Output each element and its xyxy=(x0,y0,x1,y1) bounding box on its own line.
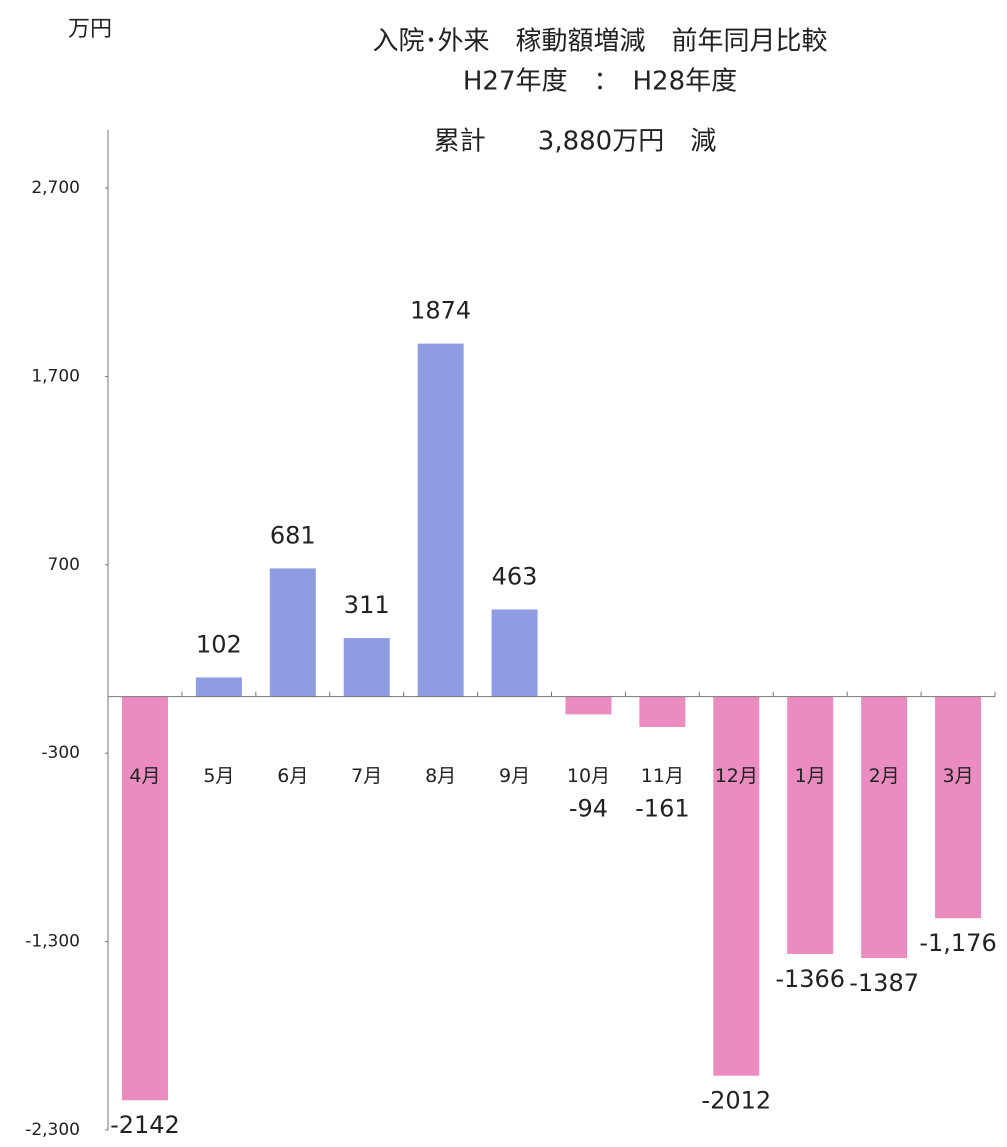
annotation: 累計 3,880万円 減 xyxy=(434,127,716,157)
x-tick-label: 12月 xyxy=(715,765,758,787)
x-tick-label: 4月 xyxy=(129,765,160,787)
bar xyxy=(935,696,982,919)
value-label: -1,176 xyxy=(919,929,996,957)
bar xyxy=(269,568,316,697)
bar xyxy=(861,696,908,958)
y-tick-label: -300 xyxy=(41,743,80,763)
value-label: -161 xyxy=(635,795,689,823)
x-tick-label: 6月 xyxy=(277,765,308,787)
value-label: 311 xyxy=(344,591,390,619)
value-label: 102 xyxy=(196,630,242,658)
x-tick-label: 2月 xyxy=(869,765,900,787)
x-tick-label: 7月 xyxy=(351,765,382,787)
value-label: -94 xyxy=(569,795,608,823)
unit-label: 万円 xyxy=(68,17,112,42)
bar xyxy=(713,696,760,1076)
bar xyxy=(343,638,390,697)
value-label: -2142 xyxy=(110,1111,180,1139)
x-tick-label: 10月 xyxy=(567,765,610,787)
bar xyxy=(195,677,242,697)
y-tick-label: 2,700 xyxy=(31,178,80,198)
value-label: 681 xyxy=(270,521,316,549)
y-tick-label: -1,300 xyxy=(25,932,80,952)
chart-subtitle: H27年度 ： H28年度 xyxy=(463,67,737,97)
bar xyxy=(417,343,464,697)
value-label: 463 xyxy=(492,562,538,590)
y-tick-label: 1,700 xyxy=(31,366,80,386)
x-tick-label: 9月 xyxy=(499,765,530,787)
value-label: -1366 xyxy=(775,965,845,993)
x-tick-label: 1月 xyxy=(795,765,826,787)
value-label: -1387 xyxy=(849,969,919,997)
value-label: 1874 xyxy=(410,297,471,325)
y-tick-label: 700 xyxy=(48,555,80,575)
x-tick-label: 5月 xyxy=(203,765,234,787)
x-tick-label: 8月 xyxy=(425,765,456,787)
y-tick-label: -2,300 xyxy=(25,1120,80,1140)
chart-title: 入院･外来 稼動額増減 前年同月比較 xyxy=(372,27,827,57)
bar xyxy=(121,696,168,1101)
bar xyxy=(565,696,612,715)
bar xyxy=(787,696,834,955)
bar xyxy=(639,696,686,728)
x-tick-label: 11月 xyxy=(641,765,684,787)
value-label: -2012 xyxy=(701,1087,771,1115)
x-tick-label: 3月 xyxy=(942,765,973,787)
bar xyxy=(491,609,538,697)
